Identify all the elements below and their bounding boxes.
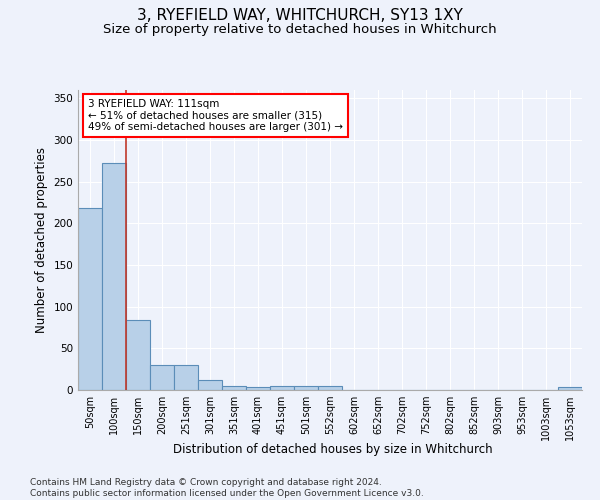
- Text: 3 RYEFIELD WAY: 111sqm
← 51% of detached houses are smaller (315)
49% of semi-de: 3 RYEFIELD WAY: 111sqm ← 51% of detached…: [88, 99, 343, 132]
- Bar: [126, 320, 150, 390]
- Text: Distribution of detached houses by size in Whitchurch: Distribution of detached houses by size …: [173, 442, 493, 456]
- Bar: [198, 380, 222, 390]
- Y-axis label: Number of detached properties: Number of detached properties: [35, 147, 48, 333]
- Bar: [246, 386, 270, 390]
- Bar: [222, 386, 246, 390]
- Bar: [558, 386, 582, 390]
- Bar: [78, 208, 102, 390]
- Bar: [174, 365, 198, 390]
- Text: Size of property relative to detached houses in Whitchurch: Size of property relative to detached ho…: [103, 22, 497, 36]
- Text: 3, RYEFIELD WAY, WHITCHURCH, SY13 1XY: 3, RYEFIELD WAY, WHITCHURCH, SY13 1XY: [137, 8, 463, 22]
- Bar: [270, 386, 294, 390]
- Bar: [150, 365, 174, 390]
- Text: Contains HM Land Registry data © Crown copyright and database right 2024.
Contai: Contains HM Land Registry data © Crown c…: [30, 478, 424, 498]
- Bar: [318, 386, 342, 390]
- Bar: [294, 386, 318, 390]
- Bar: [102, 164, 126, 390]
